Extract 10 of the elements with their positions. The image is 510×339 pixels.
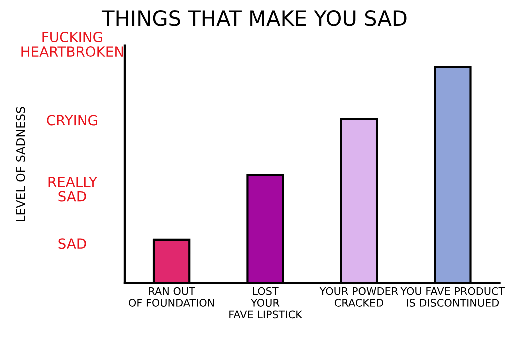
text: CRYING: [47, 115, 98, 126]
x-tick-label: YOU FAVE PRODUCT IS DISCONTINUED: [400, 287, 506, 307]
x-tick-label: LOST YOUR FAVE LIPSTICK: [230, 287, 303, 319]
text: SAD: [58, 238, 86, 250]
text: LEVEL OF SADNESS: [16, 107, 26, 222]
text: REALLY SAD: [48, 176, 98, 202]
text: FUCKING HEARTBROKEN: [22, 32, 124, 58]
x-tick-label: YOUR POWDER CRACKED: [320, 287, 398, 307]
x-tick-label: RAN OUT OF FOUNDATION: [129, 287, 214, 307]
chart-title: THINGS THAT MAKE YOU SAD: [102, 10, 407, 26]
